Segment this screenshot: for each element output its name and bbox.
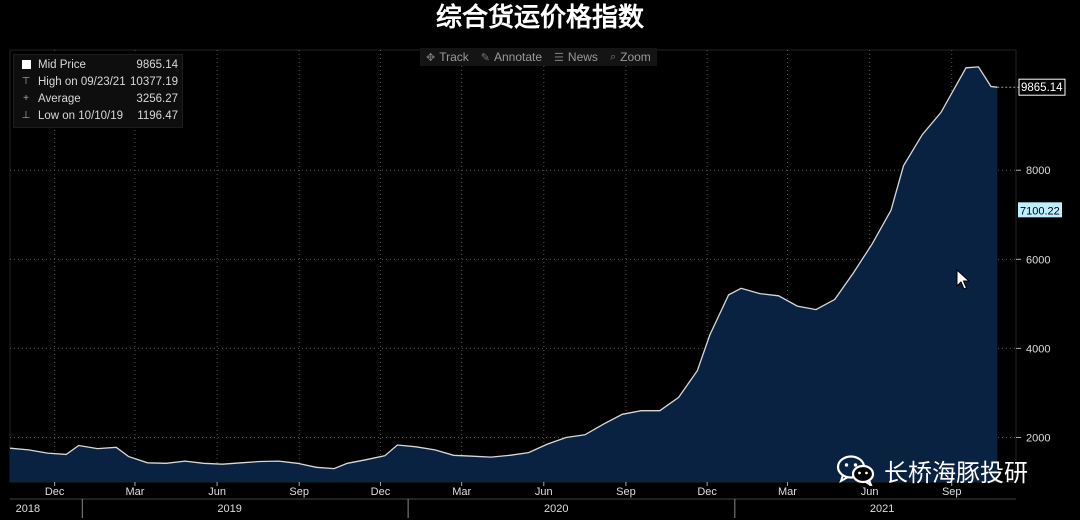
- chart-title: 综合货运价格指数: [435, 3, 644, 33]
- series-area-fill: [10, 66, 998, 483]
- crosshair-value-label: 7100.22: [1020, 205, 1060, 217]
- news-label: News: [567, 50, 598, 64]
- x-tick-label: Dec: [371, 486, 391, 498]
- track-label: Track: [439, 50, 469, 64]
- y-tick-label: 4000: [1026, 343, 1050, 355]
- y-tick-label: 2000: [1026, 432, 1050, 444]
- square-swatch-icon: [18, 57, 34, 75]
- x-year-label: 2020: [544, 503, 568, 515]
- legend-label: Mid Price: [38, 59, 86, 71]
- x-tick-label: Dec: [697, 486, 717, 498]
- series-line: [9, 66, 998, 470]
- legend-item-high[interactable]: ⊤ High on 09/23/21 10377.19: [18, 74, 178, 90]
- y-tick-label: 8000: [1026, 165, 1050, 177]
- x-tick-label: Dec: [45, 486, 65, 498]
- legend-value: 1196.47: [137, 110, 178, 122]
- last-value-label: 9865.14: [1021, 82, 1063, 94]
- zoom-button[interactable]: ⌕ Zoom: [610, 50, 651, 64]
- x-year-label: 2019: [217, 503, 241, 515]
- average-marker-icon: +: [23, 93, 29, 104]
- watermark-text: 长桥海豚投研: [884, 458, 1028, 487]
- low-marker-icon: ⊥: [21, 110, 31, 121]
- track-button[interactable]: ✥ Track: [426, 50, 469, 64]
- x-tick-label: Jun: [208, 486, 226, 498]
- legend-item-mid-price[interactable]: Mid Price 9865.14: [18, 57, 178, 73]
- zoom-label: Zoom: [620, 50, 651, 64]
- annotate-label: Annotate: [494, 50, 543, 64]
- magnifier-icon: ⌕: [609, 50, 617, 63]
- legend-item-average[interactable]: + Average 3256.27: [18, 91, 178, 107]
- mouse-cursor-icon: [956, 269, 970, 290]
- legend-value: 9865.14: [136, 59, 178, 71]
- x-tick-label: Mar: [452, 486, 471, 498]
- x-tick-label: Sep: [942, 486, 962, 498]
- annotate-button[interactable]: ✎ Annotate: [481, 50, 542, 64]
- news-icon: ☰: [554, 51, 564, 64]
- legend-label: Low on 10/10/19: [38, 110, 124, 122]
- news-button[interactable]: ☰ News: [554, 50, 598, 64]
- wechat-logo-icon: [836, 455, 875, 486]
- y-tick-label: 6000: [1026, 254, 1050, 266]
- high-marker-icon: ⊤: [21, 76, 31, 87]
- crosshair-icon: ✥: [426, 51, 436, 64]
- x-tick-label: Sep: [616, 486, 636, 498]
- watermark: 长桥海豚投研: [836, 452, 1028, 488]
- x-tick-label: Jun: [535, 486, 553, 498]
- x-tick-label: Sep: [289, 486, 309, 498]
- x-tick-label: Jun: [861, 486, 879, 498]
- chart-legend: Mid Price 9865.14 ⊤ High on 09/23/21 103…: [13, 54, 183, 128]
- crosshair-value-box: [1018, 202, 1062, 218]
- legend-value: 3256.27: [136, 93, 178, 105]
- x-year-label: 2018: [16, 503, 40, 515]
- x-year-label: 2021: [870, 503, 894, 515]
- legend-label: High on 09/23/21: [38, 76, 126, 88]
- pencil-icon: ✎: [480, 51, 490, 64]
- chart-toolbar: ✥ Track ✎ Annotate ☰ News ⌕ Zoom: [420, 48, 657, 66]
- x-tick-label: Mar: [125, 486, 144, 498]
- legend-item-low[interactable]: ⊥ Low on 10/10/19 1196.47: [18, 108, 178, 124]
- legend-label: Average: [38, 93, 81, 105]
- last-value-box: [1018, 78, 1066, 96]
- legend-value: 10377.19: [130, 76, 178, 88]
- x-tick-label: Mar: [778, 486, 797, 498]
